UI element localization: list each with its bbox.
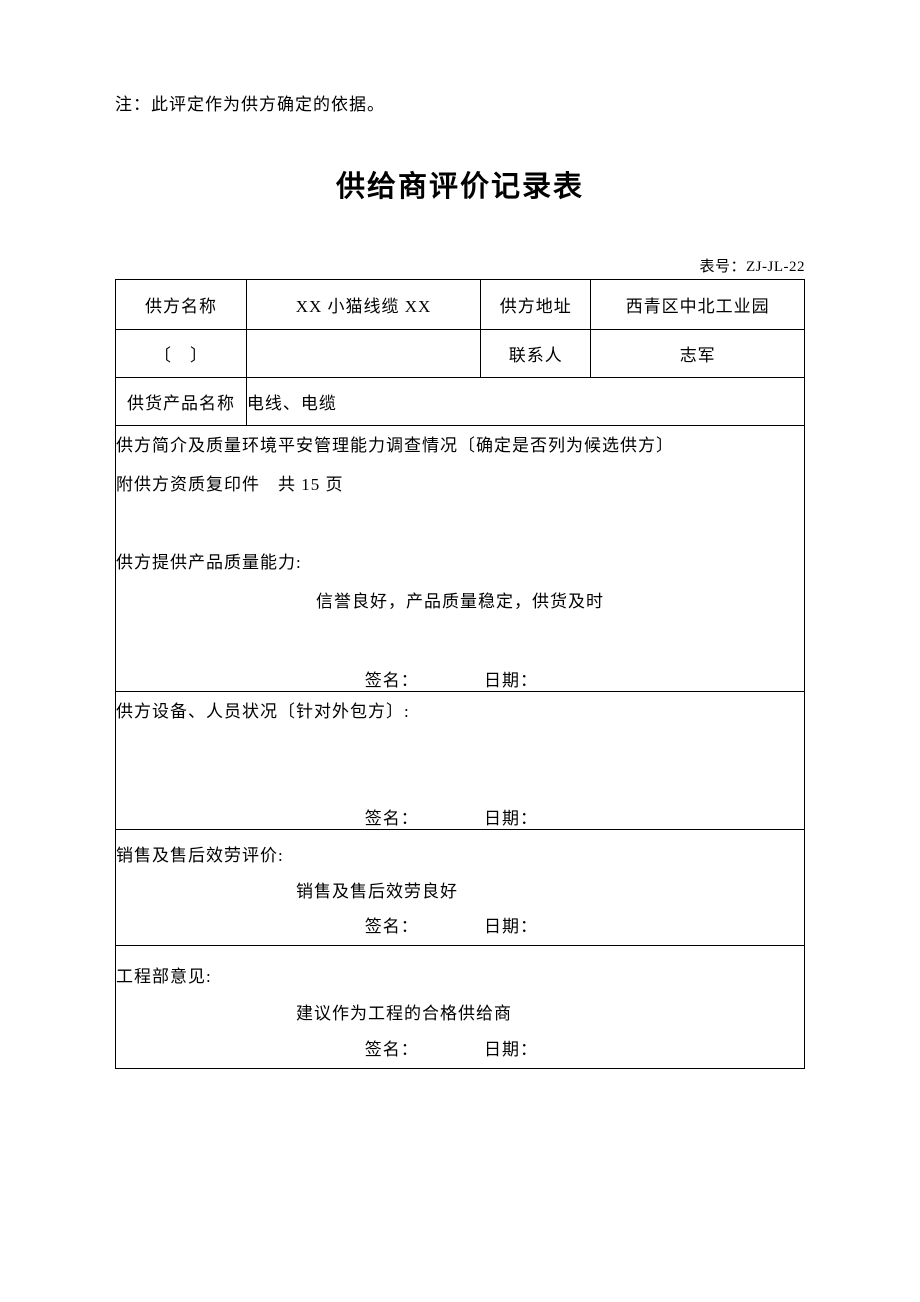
table-row: 供货产品名称 电线、电缆 xyxy=(116,378,805,426)
table-row: 供方设备、人员状况〔针对外包方〕: 签名： 日期： xyxy=(116,692,805,830)
product-name-value: 电线、电缆 xyxy=(246,378,804,426)
bracket-cell: 〔 〕 xyxy=(116,330,247,378)
form-number-value: ZJ-JL-22 xyxy=(746,259,805,275)
table-row: 供方名称 XX 小猫线缆 XX 供方地址 西青区中北工业园 xyxy=(116,280,805,330)
sign-label: 签名： xyxy=(116,912,419,937)
note-text: 注：此评定作为供方确定的依据。 xyxy=(115,90,805,115)
supplier-name-label: 供方名称 xyxy=(116,280,247,330)
empty-cell xyxy=(246,330,480,378)
sign-date-line: 签名： 日期： xyxy=(116,1035,804,1060)
contact-label: 联系人 xyxy=(481,330,591,378)
section-sales: 销售及售后效劳评价: 销售及售后效劳良好 签名： 日期： xyxy=(116,830,805,945)
intro-line-3: 供方提供产品质量能力: xyxy=(116,543,804,582)
section-intro-quality: 供方简介及质量环境平安管理能力调查情况〔确定是否列为候选供方〕 附供方资质复印件… xyxy=(116,426,805,692)
intro-line-2: 附供方资质复印件 共 15 页 xyxy=(116,465,804,504)
contact-value: 志军 xyxy=(591,330,805,378)
supplier-name-value: XX 小猫线缆 XX xyxy=(246,280,480,330)
sign-label: 签名： xyxy=(116,1035,419,1060)
eng-line-2: 建议作为工程的合格供给商 xyxy=(116,995,804,1032)
eng-line-1: 工程部意见: xyxy=(116,958,804,995)
date-label: 日期： xyxy=(424,666,538,691)
sign-date-line: 签名： 日期： xyxy=(116,912,804,937)
intro-line-4: 信誉良好，产品质量稳定，供货及时 xyxy=(116,582,804,621)
sign-date-line: 签名： 日期： xyxy=(116,666,804,691)
form-number: 表号：ZJ-JL-22 xyxy=(115,255,805,276)
table-row: 销售及售后效劳评价: 销售及售后效劳良好 签名： 日期： xyxy=(116,830,805,945)
table-row: 〔 〕 联系人 志军 xyxy=(116,330,805,378)
intro-line-1: 供方简介及质量环境平安管理能力调查情况〔确定是否列为候选供方〕 xyxy=(116,426,804,465)
table-row: 工程部意见: 建议作为工程的合格供给商 签名： 日期： xyxy=(116,945,805,1068)
sales-line-1: 销售及售后效劳评价: xyxy=(116,838,804,874)
equipment-line-1: 供方设备、人员状况〔针对外包方〕: xyxy=(116,692,804,731)
form-number-label: 表号： xyxy=(699,259,746,275)
sales-line-2: 销售及售后效劳良好 xyxy=(116,874,804,910)
section-engineering: 工程部意见: 建议作为工程的合格供给商 签名： 日期： xyxy=(116,945,805,1068)
date-label: 日期： xyxy=(424,1035,538,1060)
evaluation-table: 供方名称 XX 小猫线缆 XX 供方地址 西青区中北工业园 〔 〕 联系人 志军… xyxy=(115,279,805,1069)
table-row: 供方简介及质量环境平安管理能力调查情况〔确定是否列为候选供方〕 附供方资质复印件… xyxy=(116,426,805,692)
supplier-address-label: 供方地址 xyxy=(481,280,591,330)
section-equipment: 供方设备、人员状况〔针对外包方〕: 签名： 日期： xyxy=(116,692,805,830)
sign-date-line: 签名： 日期： xyxy=(116,804,804,829)
product-name-label: 供货产品名称 xyxy=(116,378,247,426)
page-title: 供给商评价记录表 xyxy=(115,163,805,205)
date-label: 日期： xyxy=(424,804,538,829)
date-label: 日期： xyxy=(424,912,538,937)
sign-label: 签名： xyxy=(116,804,419,829)
sign-label: 签名： xyxy=(116,666,419,691)
supplier-address-value: 西青区中北工业园 xyxy=(591,280,805,330)
